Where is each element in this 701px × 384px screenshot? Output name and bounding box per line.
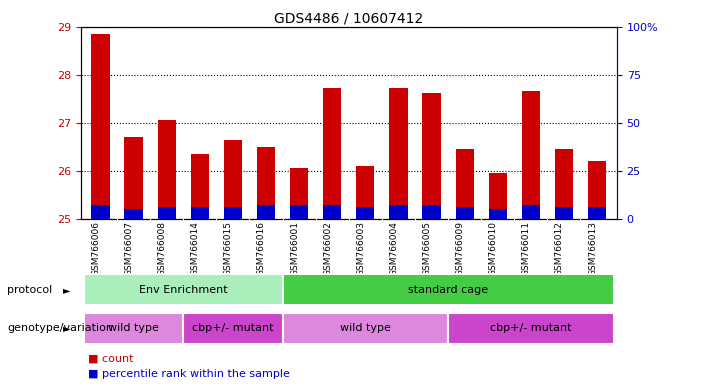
Bar: [323, 205, 341, 219]
Bar: [489, 209, 507, 219]
Text: GSM766003: GSM766003: [356, 221, 365, 276]
Bar: [224, 140, 242, 219]
Bar: [456, 149, 474, 219]
Text: GSM766006: GSM766006: [91, 221, 100, 276]
Text: cbp+/- mutant: cbp+/- mutant: [490, 323, 571, 333]
Title: GDS4486 / 10607412: GDS4486 / 10607412: [274, 12, 423, 26]
Bar: [290, 205, 308, 219]
Bar: [522, 91, 540, 219]
Text: GSM766013: GSM766013: [588, 221, 597, 276]
Bar: [84, 313, 183, 344]
Bar: [389, 88, 407, 219]
Bar: [290, 169, 308, 219]
Bar: [283, 313, 448, 344]
Text: cbp+/- mutant: cbp+/- mutant: [192, 323, 273, 333]
Text: genotype/variation: genotype/variation: [7, 323, 113, 333]
Text: GSM766004: GSM766004: [389, 221, 398, 276]
Bar: [125, 209, 143, 219]
Text: GSM766015: GSM766015: [224, 221, 233, 276]
Text: GSM766005: GSM766005: [423, 221, 432, 276]
Bar: [224, 207, 242, 219]
Bar: [489, 173, 507, 219]
Text: wild type: wild type: [108, 323, 159, 333]
Text: ■ percentile rank within the sample: ■ percentile rank within the sample: [88, 369, 290, 379]
Text: GSM766001: GSM766001: [290, 221, 299, 276]
Bar: [158, 121, 176, 219]
Bar: [448, 313, 613, 344]
Bar: [191, 154, 209, 219]
Text: wild type: wild type: [340, 323, 390, 333]
Bar: [84, 274, 283, 306]
Text: GSM766012: GSM766012: [555, 221, 564, 276]
Bar: [91, 34, 109, 219]
Bar: [91, 205, 109, 219]
Text: ■ count: ■ count: [88, 354, 133, 364]
Bar: [283, 274, 613, 306]
Bar: [158, 207, 176, 219]
Bar: [356, 207, 374, 219]
Bar: [257, 147, 275, 219]
Text: standard cage: standard cage: [408, 285, 488, 295]
Text: ►: ►: [63, 285, 70, 295]
Bar: [554, 207, 573, 219]
Text: GSM766010: GSM766010: [489, 221, 498, 276]
Bar: [554, 149, 573, 219]
Bar: [456, 207, 474, 219]
Text: Env Enrichment: Env Enrichment: [139, 285, 228, 295]
Text: GSM766008: GSM766008: [158, 221, 167, 276]
Bar: [323, 88, 341, 219]
Bar: [588, 161, 606, 219]
Text: GSM766009: GSM766009: [456, 221, 465, 276]
Bar: [191, 207, 209, 219]
Bar: [423, 205, 441, 219]
Text: GSM766011: GSM766011: [522, 221, 531, 276]
Text: GSM766002: GSM766002: [323, 221, 332, 276]
Bar: [356, 166, 374, 219]
Bar: [389, 205, 407, 219]
Text: GSM766014: GSM766014: [191, 221, 200, 276]
Bar: [125, 137, 143, 219]
Bar: [588, 207, 606, 219]
Text: protocol: protocol: [7, 285, 53, 295]
Bar: [183, 313, 283, 344]
Bar: [522, 205, 540, 219]
Text: GSM766007: GSM766007: [125, 221, 134, 276]
Bar: [423, 93, 441, 219]
Text: ►: ►: [63, 323, 70, 333]
Text: GSM766016: GSM766016: [257, 221, 266, 276]
Bar: [257, 205, 275, 219]
